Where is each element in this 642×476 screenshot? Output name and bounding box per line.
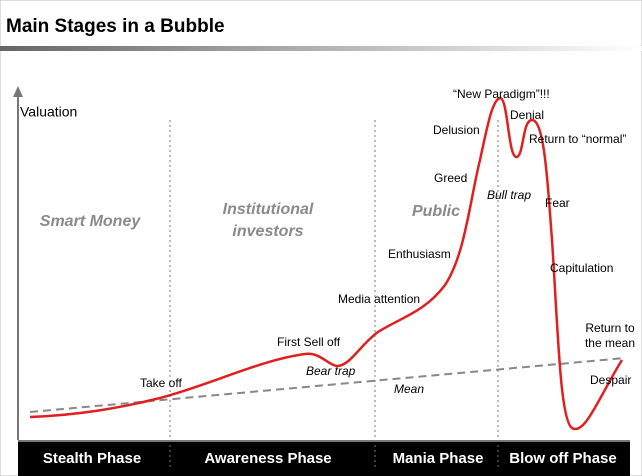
stage-label: Capitulation xyxy=(550,261,613,275)
stage-label: Greed xyxy=(434,171,467,185)
phase-label: Blow off Phase xyxy=(509,450,617,467)
mean-line xyxy=(29,357,626,413)
stage-label: Despair xyxy=(590,373,631,387)
stage-label: Fear xyxy=(545,196,570,210)
phase-label: Mania Phase xyxy=(393,450,484,467)
dividers xyxy=(169,120,499,470)
title: Main Stages in a Bubble xyxy=(6,16,225,37)
stage-label: Mean xyxy=(394,382,424,396)
group-label: Smart Money xyxy=(40,213,142,230)
phase-label: Awareness Phase xyxy=(204,450,331,467)
phase-band xyxy=(18,442,630,476)
title-rule xyxy=(0,46,642,51)
stage-label: Bear trap xyxy=(306,364,356,378)
y-arrow xyxy=(13,86,23,97)
phase-label: Stealth Phase xyxy=(43,450,141,467)
axis-label: Valuation xyxy=(20,104,77,120)
stage-label: Enthusiasm xyxy=(388,247,451,261)
stage-label: Denial xyxy=(510,108,544,122)
stage-label: “New Paradigm”!!! xyxy=(453,87,550,101)
stage-label: Take off xyxy=(140,376,182,390)
stage-label: Delusion xyxy=(433,123,480,137)
stage-label: Return to the mean xyxy=(585,321,635,350)
stage-label: Media attention xyxy=(338,292,420,306)
stage-label: Return to “normal” xyxy=(529,132,626,146)
group-label: Institutional investors xyxy=(223,201,314,240)
stage-label: First Sell off xyxy=(277,335,341,349)
stage-label: Bull trap xyxy=(487,188,531,202)
group-label: Public xyxy=(412,203,460,220)
bubble-curve xyxy=(29,96,624,431)
